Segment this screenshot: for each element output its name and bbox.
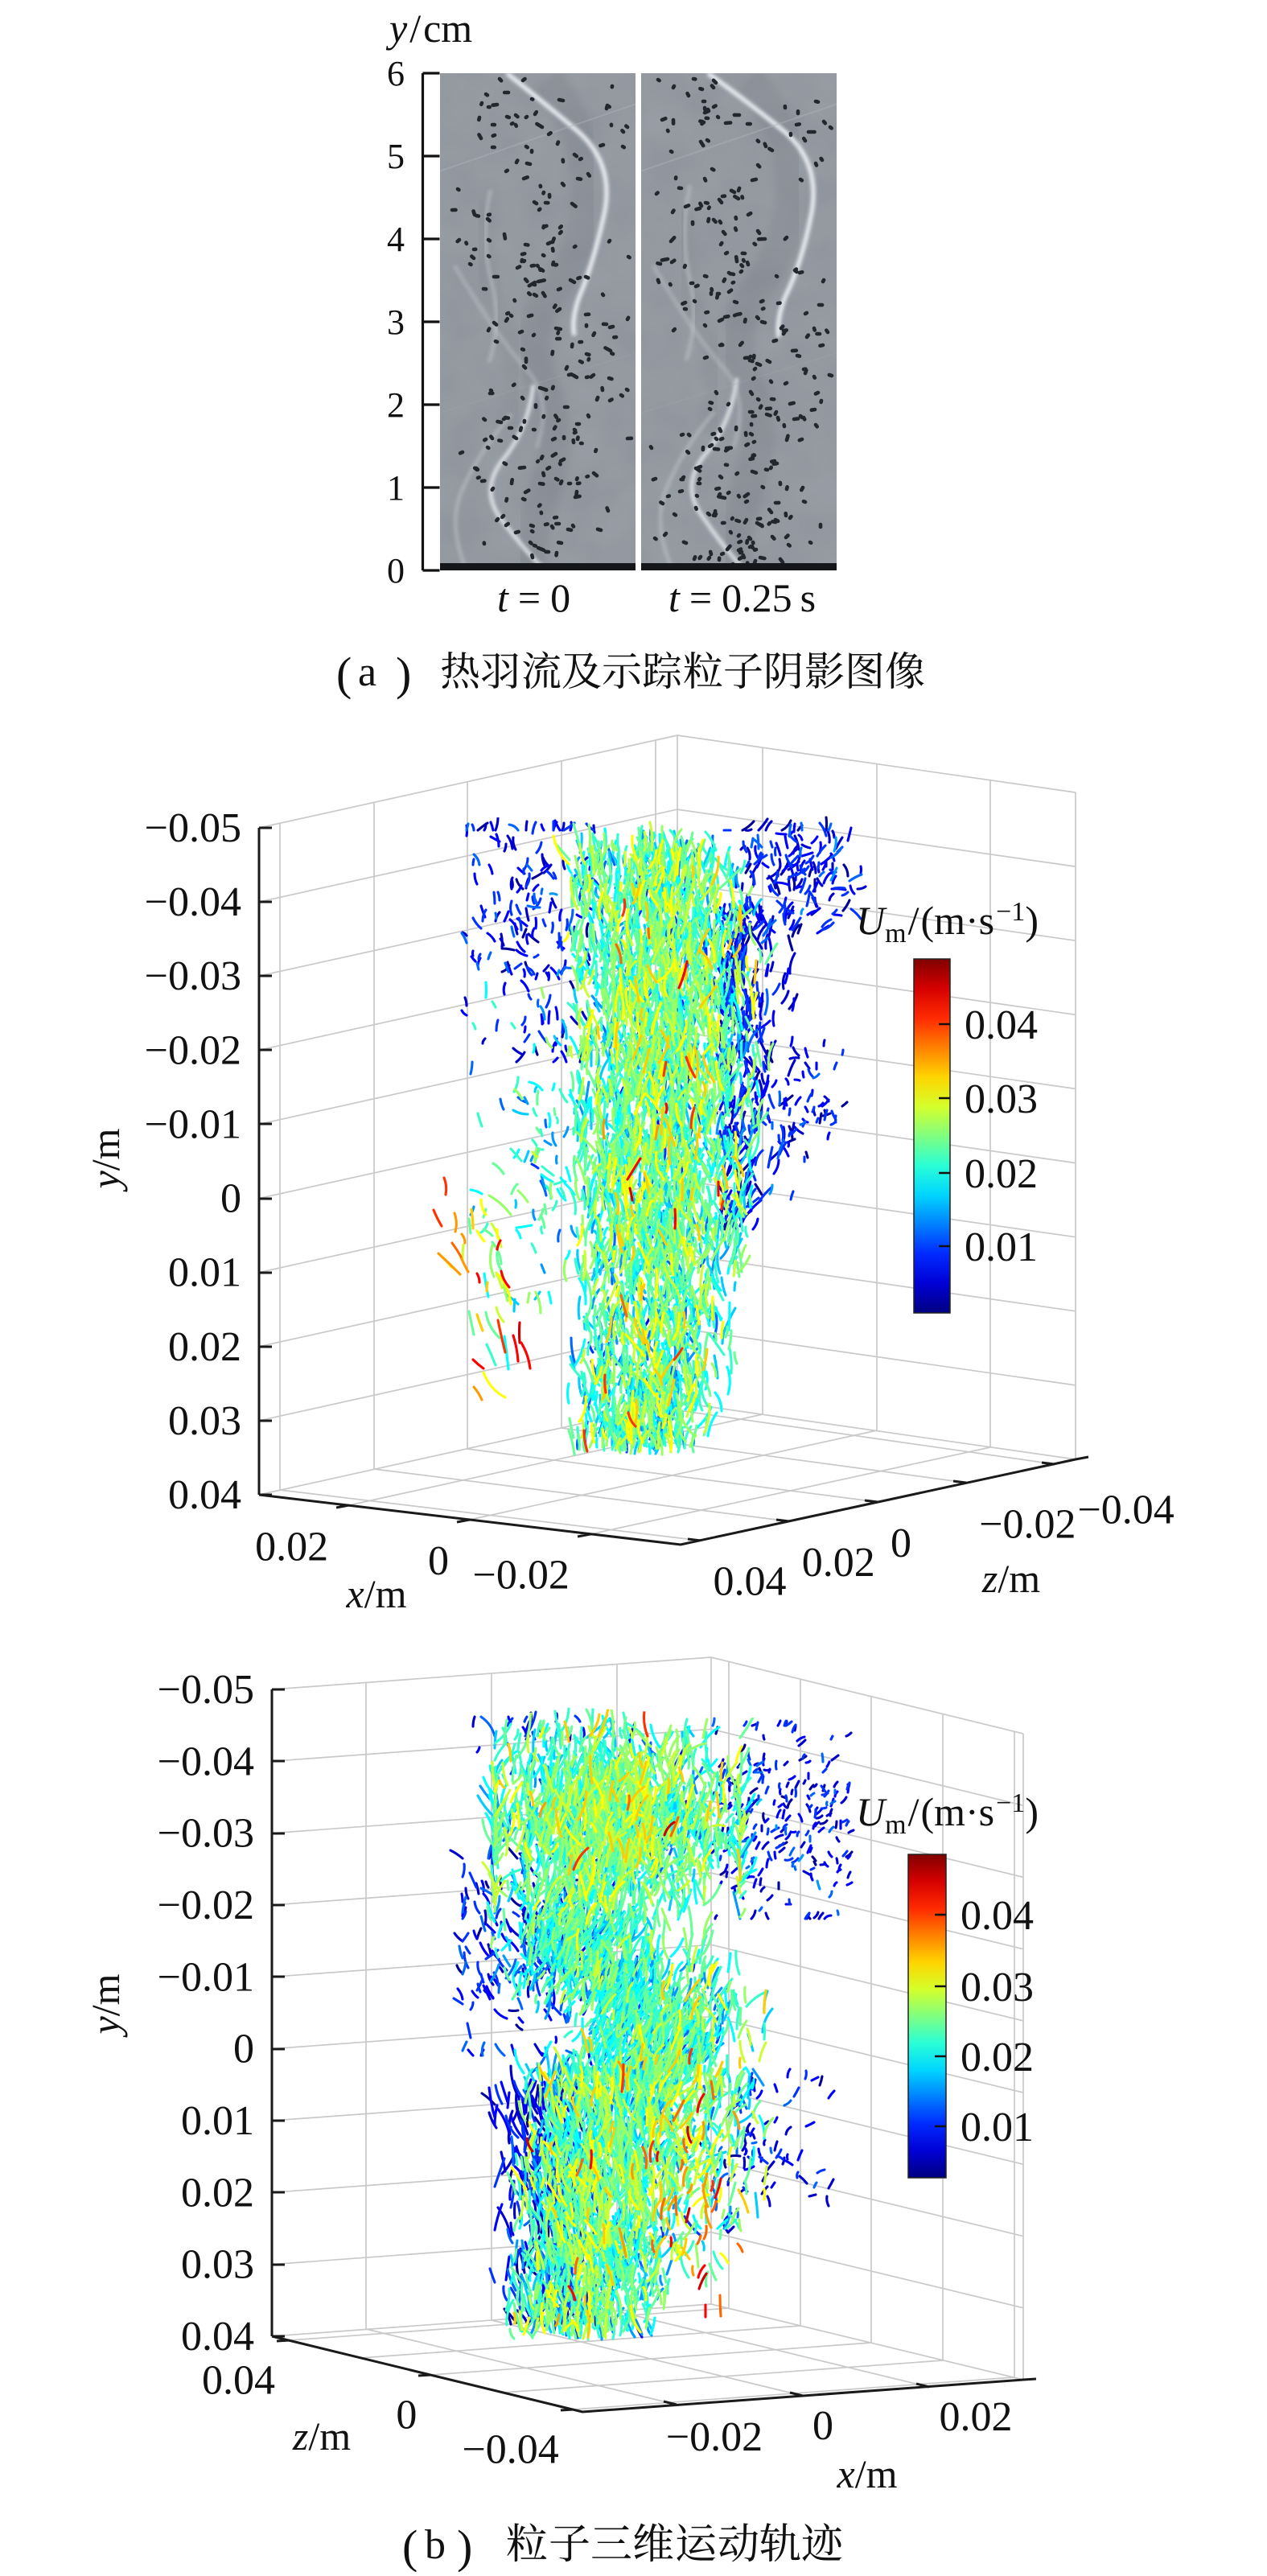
- svg-text:−0.05: −0.05: [145, 805, 241, 851]
- svg-text:0.04: 0.04: [181, 2314, 254, 2360]
- svg-text:): ): [457, 2520, 472, 2572]
- svg-text:5: 5: [387, 137, 405, 176]
- svg-text:0: 0: [396, 2392, 417, 2438]
- svg-text:0.02: 0.02: [181, 2170, 254, 2216]
- svg-text:b: b: [425, 2522, 446, 2568]
- svg-text:−0.02: −0.02: [666, 2414, 763, 2460]
- svg-text:0.01: 0.01: [961, 2105, 1034, 2150]
- svg-text:−0.04: −0.04: [158, 1739, 254, 1784]
- svg-text:−0.01: −0.01: [145, 1101, 241, 1147]
- svg-text:t=0: t = 0: [497, 575, 570, 620]
- svg-text:0: 0: [812, 2403, 833, 2449]
- svg-text:0: 0: [233, 2027, 254, 2072]
- svg-text:0.02: 0.02: [802, 1540, 875, 1586]
- svg-text:0.03: 0.03: [181, 2242, 254, 2288]
- svg-text:0.01: 0.01: [181, 2098, 254, 2144]
- svg-text:0.02: 0.02: [168, 1324, 241, 1370]
- svg-text:−0.04: −0.04: [1077, 1488, 1174, 1533]
- svg-text:0: 0: [428, 1538, 449, 1584]
- svg-text:−0.05: −0.05: [158, 1667, 254, 1713]
- svg-text:0.03: 0.03: [168, 1398, 241, 1444]
- svg-text:0.04: 0.04: [961, 1893, 1034, 1939]
- svg-text:Um/(m·s−1): Um/(m·s−1): [856, 897, 1039, 949]
- svg-text:2: 2: [387, 385, 405, 425]
- svg-text:0.02: 0.02: [255, 1524, 328, 1570]
- svg-text:y/m: y/m: [83, 1973, 128, 2038]
- svg-text:0: 0: [220, 1176, 241, 1222]
- svg-text:x/m: x/m: [346, 1571, 407, 1616]
- svg-text:1: 1: [387, 468, 405, 508]
- svg-text:−0.04: −0.04: [462, 2426, 558, 2472]
- svg-text:0.04: 0.04: [965, 1002, 1038, 1048]
- svg-text:−0.03: −0.03: [158, 1811, 254, 1857]
- svg-text:−0.02: −0.02: [145, 1027, 241, 1073]
- svg-text:(: (: [402, 2520, 418, 2572]
- svg-text:Um/(m·s−1): Um/(m·s−1): [856, 1788, 1039, 1840]
- svg-text:0.01: 0.01: [965, 1224, 1038, 1270]
- svg-text:−0.02: −0.02: [158, 1883, 254, 1928]
- svg-text:4: 4: [387, 220, 405, 259]
- svg-text:−0.02: −0.02: [979, 1501, 1076, 1547]
- svg-text:0: 0: [891, 1520, 911, 1566]
- svg-text:y/m: y/m: [83, 1128, 128, 1192]
- svg-text:0.04: 0.04: [168, 1472, 241, 1518]
- svg-text:0.02: 0.02: [965, 1151, 1038, 1197]
- svg-text:0.04: 0.04: [714, 1559, 787, 1605]
- svg-text:0.01: 0.01: [168, 1250, 241, 1296]
- svg-text:t=0.25s: t = 0.25 s: [668, 575, 816, 620]
- svg-text:0.03: 0.03: [961, 1965, 1034, 2010]
- svg-text:z/m: z/m: [292, 2413, 351, 2459]
- svg-text:a: a: [358, 649, 376, 695]
- svg-text:−0.01: −0.01: [158, 1954, 254, 2000]
- svg-text:−0.02: −0.02: [473, 1553, 570, 1599]
- svg-text:y/cm: y/cm: [385, 6, 472, 51]
- svg-text:0.03: 0.03: [965, 1076, 1038, 1122]
- svg-text:−0.03: −0.03: [145, 953, 241, 999]
- svg-text:0.02: 0.02: [961, 2035, 1034, 2080]
- svg-text:−0.04: −0.04: [145, 879, 241, 925]
- svg-text:3: 3: [387, 302, 405, 342]
- svg-text:0.02: 0.02: [940, 2394, 1013, 2440]
- svg-text:0.04: 0.04: [202, 2357, 275, 2403]
- svg-text:0: 0: [387, 551, 405, 591]
- svg-text:): ): [396, 648, 411, 700]
- svg-text:x/m: x/m: [837, 2451, 898, 2496]
- svg-text:(: (: [336, 648, 352, 700]
- svg-text:6: 6: [387, 54, 405, 93]
- svg-text:z/m: z/m: [981, 1556, 1040, 1601]
